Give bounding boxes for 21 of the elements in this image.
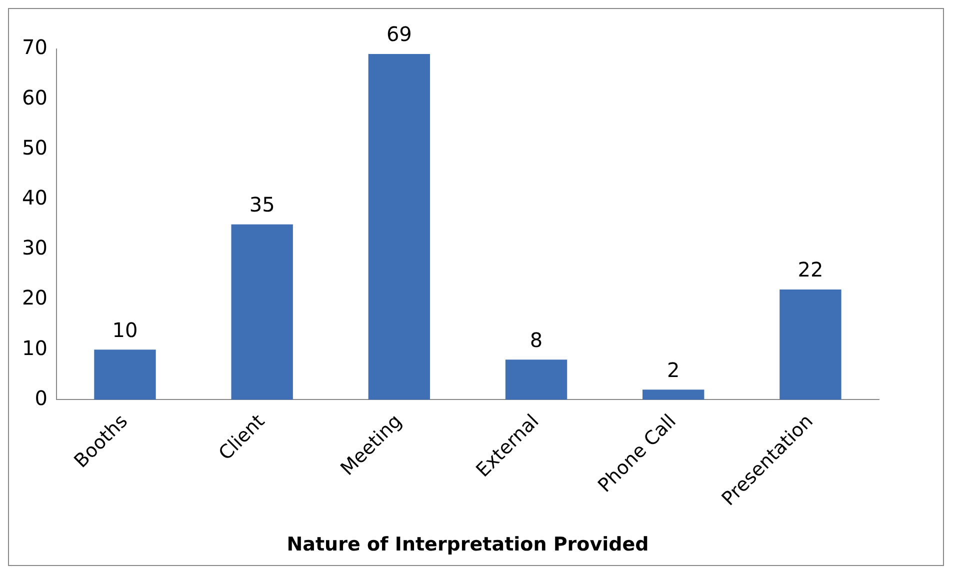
bar bbox=[231, 224, 293, 400]
bar bbox=[94, 350, 156, 400]
y-tick-label: 30 bbox=[22, 236, 48, 260]
y-tick-label: 40 bbox=[22, 186, 48, 210]
y-tick-label: 60 bbox=[22, 85, 48, 110]
y-tick-label: 20 bbox=[22, 286, 48, 310]
y-tick-label: 70 bbox=[22, 35, 48, 60]
bar bbox=[368, 54, 430, 400]
data-label: 8 bbox=[530, 328, 543, 352]
data-label: 35 bbox=[249, 192, 275, 217]
bar bbox=[505, 360, 568, 400]
data-label: 10 bbox=[112, 318, 138, 342]
y-tick-label: 50 bbox=[22, 135, 48, 160]
data-label: 22 bbox=[798, 258, 824, 282]
x-axis-title: Nature of Interpretation Provided bbox=[286, 534, 649, 556]
y-tick-label: 10 bbox=[22, 336, 48, 360]
bar bbox=[642, 390, 704, 400]
bar bbox=[780, 289, 842, 400]
data-label: 69 bbox=[386, 22, 412, 46]
data-label: 2 bbox=[666, 358, 680, 382]
y-tick-label: 0 bbox=[34, 386, 48, 410]
